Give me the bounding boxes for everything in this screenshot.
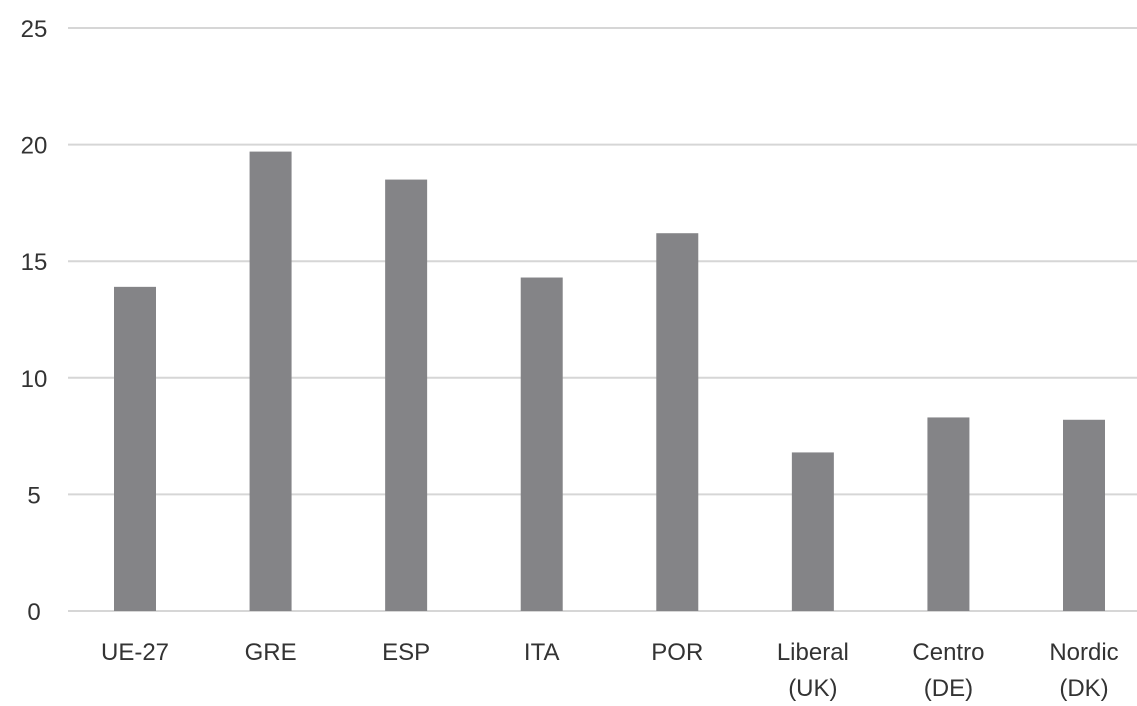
x-category-label: Centro (DE): [912, 639, 984, 702]
bar: [656, 233, 699, 611]
x-category-label: UE-27: [101, 639, 169, 666]
y-tick-label: 0: [27, 599, 40, 626]
x-category-label: ITA: [524, 639, 560, 666]
x-category-label: Nordic (DK): [1049, 639, 1118, 702]
x-category-label-line: ESP: [382, 639, 430, 666]
y-axis-tick-labels: 0 5 10 15 20 25: [21, 16, 48, 626]
bar: [520, 277, 563, 611]
bar: [114, 286, 156, 611]
bar: [1063, 419, 1105, 611]
x-category-label-line: (DK): [1059, 675, 1108, 702]
x-category-label-line: POR: [651, 639, 703, 666]
x-category-label-line: Nordic: [1049, 639, 1118, 666]
gridlines: [68, 27, 1137, 612]
x-category-label-line: (UK): [788, 675, 837, 702]
x-category-label: Liberal (UK): [777, 639, 849, 702]
bar: [385, 179, 428, 611]
x-category-label-line: (DE): [924, 675, 973, 702]
bars: [114, 151, 1105, 611]
x-category-label-line: ITA: [524, 639, 560, 666]
bar: [249, 151, 292, 611]
y-tick-label: 20: [21, 133, 48, 160]
x-category-label: GRE: [245, 639, 297, 666]
x-category-label-line: Centro: [912, 639, 984, 666]
x-category-label: POR: [651, 639, 703, 666]
x-category-label-line: UE-27: [101, 639, 169, 666]
y-tick-label: 5: [27, 482, 40, 509]
x-axis-category-labels: UE-27 GRE ESP ITA POR Liberal (UK) Centro (DE) No…: [101, 639, 1119, 702]
bar: [927, 417, 970, 611]
x-category-label-line: Liberal: [777, 639, 849, 666]
y-tick-label: 25: [21, 16, 48, 43]
x-category-label-line: GRE: [245, 639, 297, 666]
y-tick-label: 10: [21, 366, 48, 393]
x-category-label: ESP: [382, 639, 430, 666]
y-tick-label: 15: [21, 249, 48, 276]
bar: [791, 452, 834, 611]
